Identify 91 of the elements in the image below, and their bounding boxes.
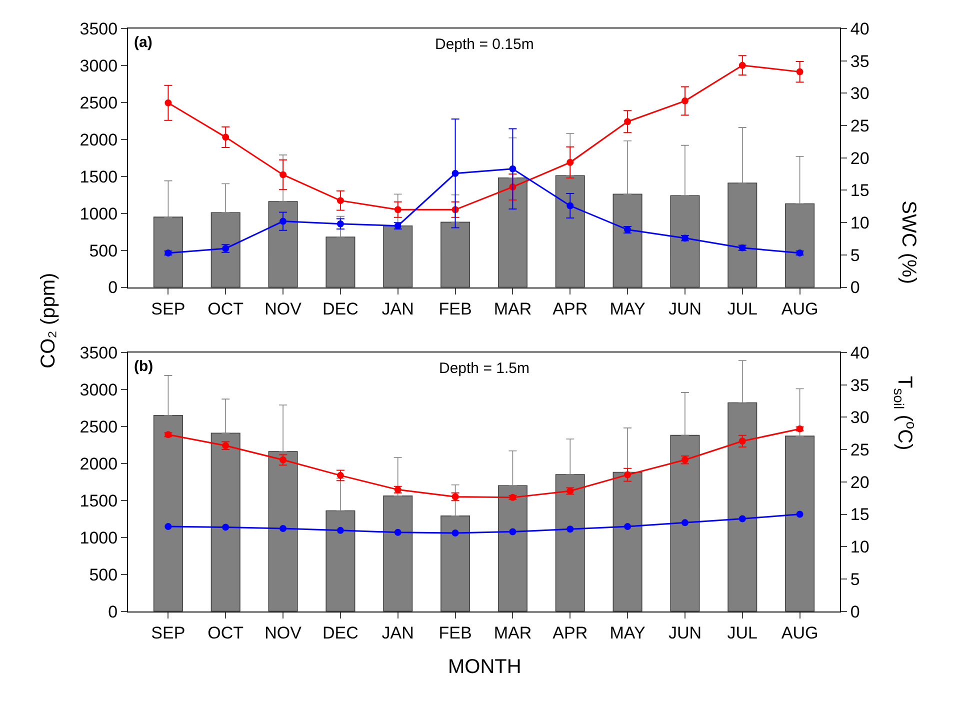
- x-tick-label: JUN: [668, 300, 702, 319]
- y-tick-label: 3000: [80, 380, 118, 400]
- annotation: (a): [134, 34, 152, 51]
- point: [280, 218, 287, 225]
- point: [509, 528, 516, 536]
- x-tick-label: SEP: [151, 300, 186, 319]
- x-tick-label: OCT: [208, 624, 244, 643]
- point: [624, 118, 632, 126]
- y2-tick-label: 0: [850, 278, 860, 298]
- y2-tick-label: 15: [850, 505, 870, 524]
- y2-tick-label: 30: [850, 408, 870, 428]
- x-tick-label: MAR: [494, 300, 532, 319]
- y2-tick-label: 25: [850, 116, 870, 136]
- point: [796, 68, 804, 76]
- x-tick-label: MAY: [610, 300, 646, 319]
- x-tick-label: JUN: [668, 624, 702, 643]
- x-axis-title: MONTH: [448, 656, 522, 678]
- y2-tick-label: 40: [850, 19, 870, 38]
- point: [681, 519, 688, 526]
- point: [280, 171, 287, 178]
- point: [336, 197, 344, 204]
- y-tick-label: 500: [89, 241, 118, 260]
- point: [738, 62, 746, 69]
- x-tick-label: AUG: [781, 300, 818, 319]
- y-tick-label: 3000: [80, 56, 118, 76]
- y2-tick-label: 20: [850, 148, 870, 168]
- x-tick-label: JAN: [382, 300, 414, 319]
- point: [452, 170, 459, 177]
- point: [164, 523, 172, 530]
- x-tick-label: NOV: [264, 624, 302, 643]
- x-tick-label: OCT: [208, 300, 244, 319]
- point: [452, 530, 459, 537]
- annotation: (b): [134, 358, 154, 375]
- text: Depth = 1.5m: [439, 360, 530, 377]
- point: [566, 526, 574, 533]
- point: [566, 202, 574, 210]
- y2-axis-title: SWC (%): [897, 200, 920, 284]
- y-tick-label: 0: [108, 602, 118, 622]
- point: [796, 510, 804, 518]
- y-tick-label: 1000: [80, 204, 118, 224]
- y2-tick-label: 40: [850, 343, 870, 362]
- point: [681, 97, 688, 104]
- y2-tick-label: 35: [850, 376, 870, 395]
- x-tick-label: APR: [552, 300, 588, 319]
- x-tick-label: NOV: [264, 300, 302, 319]
- y2-tick-label: 0: [850, 602, 860, 622]
- x-tick-label: JAN: [382, 624, 414, 643]
- y-tick-label: 0: [108, 278, 118, 298]
- x-tick-label: JUL: [727, 624, 758, 643]
- point: [222, 134, 230, 141]
- y-tick-label: 1500: [80, 491, 118, 510]
- point: [394, 206, 402, 214]
- point: [336, 526, 344, 534]
- y2-tick-label: 10: [850, 214, 870, 233]
- point: [624, 523, 632, 530]
- y-axis-title: CO₂ (ppm): [38, 272, 60, 368]
- y-tick-label: 3500: [80, 343, 118, 362]
- x-tick-label: FEB: [438, 624, 472, 643]
- y2-tick-label: 5: [850, 246, 860, 265]
- y-tick-label: 2500: [80, 417, 118, 436]
- x-tick-label: SEP: [151, 624, 186, 643]
- y-tick-label: 2500: [80, 93, 118, 112]
- y2-tick-label: 15: [850, 181, 870, 200]
- point: [509, 165, 516, 172]
- y-tick-label: 500: [89, 565, 118, 584]
- y2-tick-label: 5: [850, 570, 860, 589]
- text: Depth = 0.15m: [435, 36, 534, 53]
- y-tick-label: 1500: [80, 167, 118, 186]
- x-tick-label: MAY: [610, 624, 646, 643]
- y-tick-label: 2000: [80, 454, 118, 474]
- y2-tick-label: 35: [850, 52, 870, 71]
- y2-tick-label: 25: [850, 440, 870, 460]
- point: [738, 515, 746, 522]
- y2-tick-label: 30: [850, 84, 870, 104]
- point: [394, 528, 402, 536]
- y-tick-label: 3500: [80, 19, 118, 38]
- x-tick-label: DEC: [322, 624, 358, 643]
- x-tick-label: JUL: [727, 300, 758, 319]
- y2-tick-label: 20: [850, 472, 870, 492]
- y2-tick-label: 10: [850, 538, 870, 557]
- point: [222, 524, 230, 531]
- point: [164, 99, 172, 106]
- x-tick-label: AUG: [781, 624, 818, 643]
- x-tick-label: DEC: [322, 300, 358, 319]
- x-tick-label: MAR: [494, 624, 532, 643]
- x-tick-label: APR: [552, 624, 588, 643]
- point: [280, 524, 287, 532]
- x-tick-label: FEB: [438, 300, 472, 319]
- point: [566, 158, 574, 166]
- y-tick-label: 2000: [80, 130, 118, 150]
- y-tick-label: 1000: [80, 528, 118, 548]
